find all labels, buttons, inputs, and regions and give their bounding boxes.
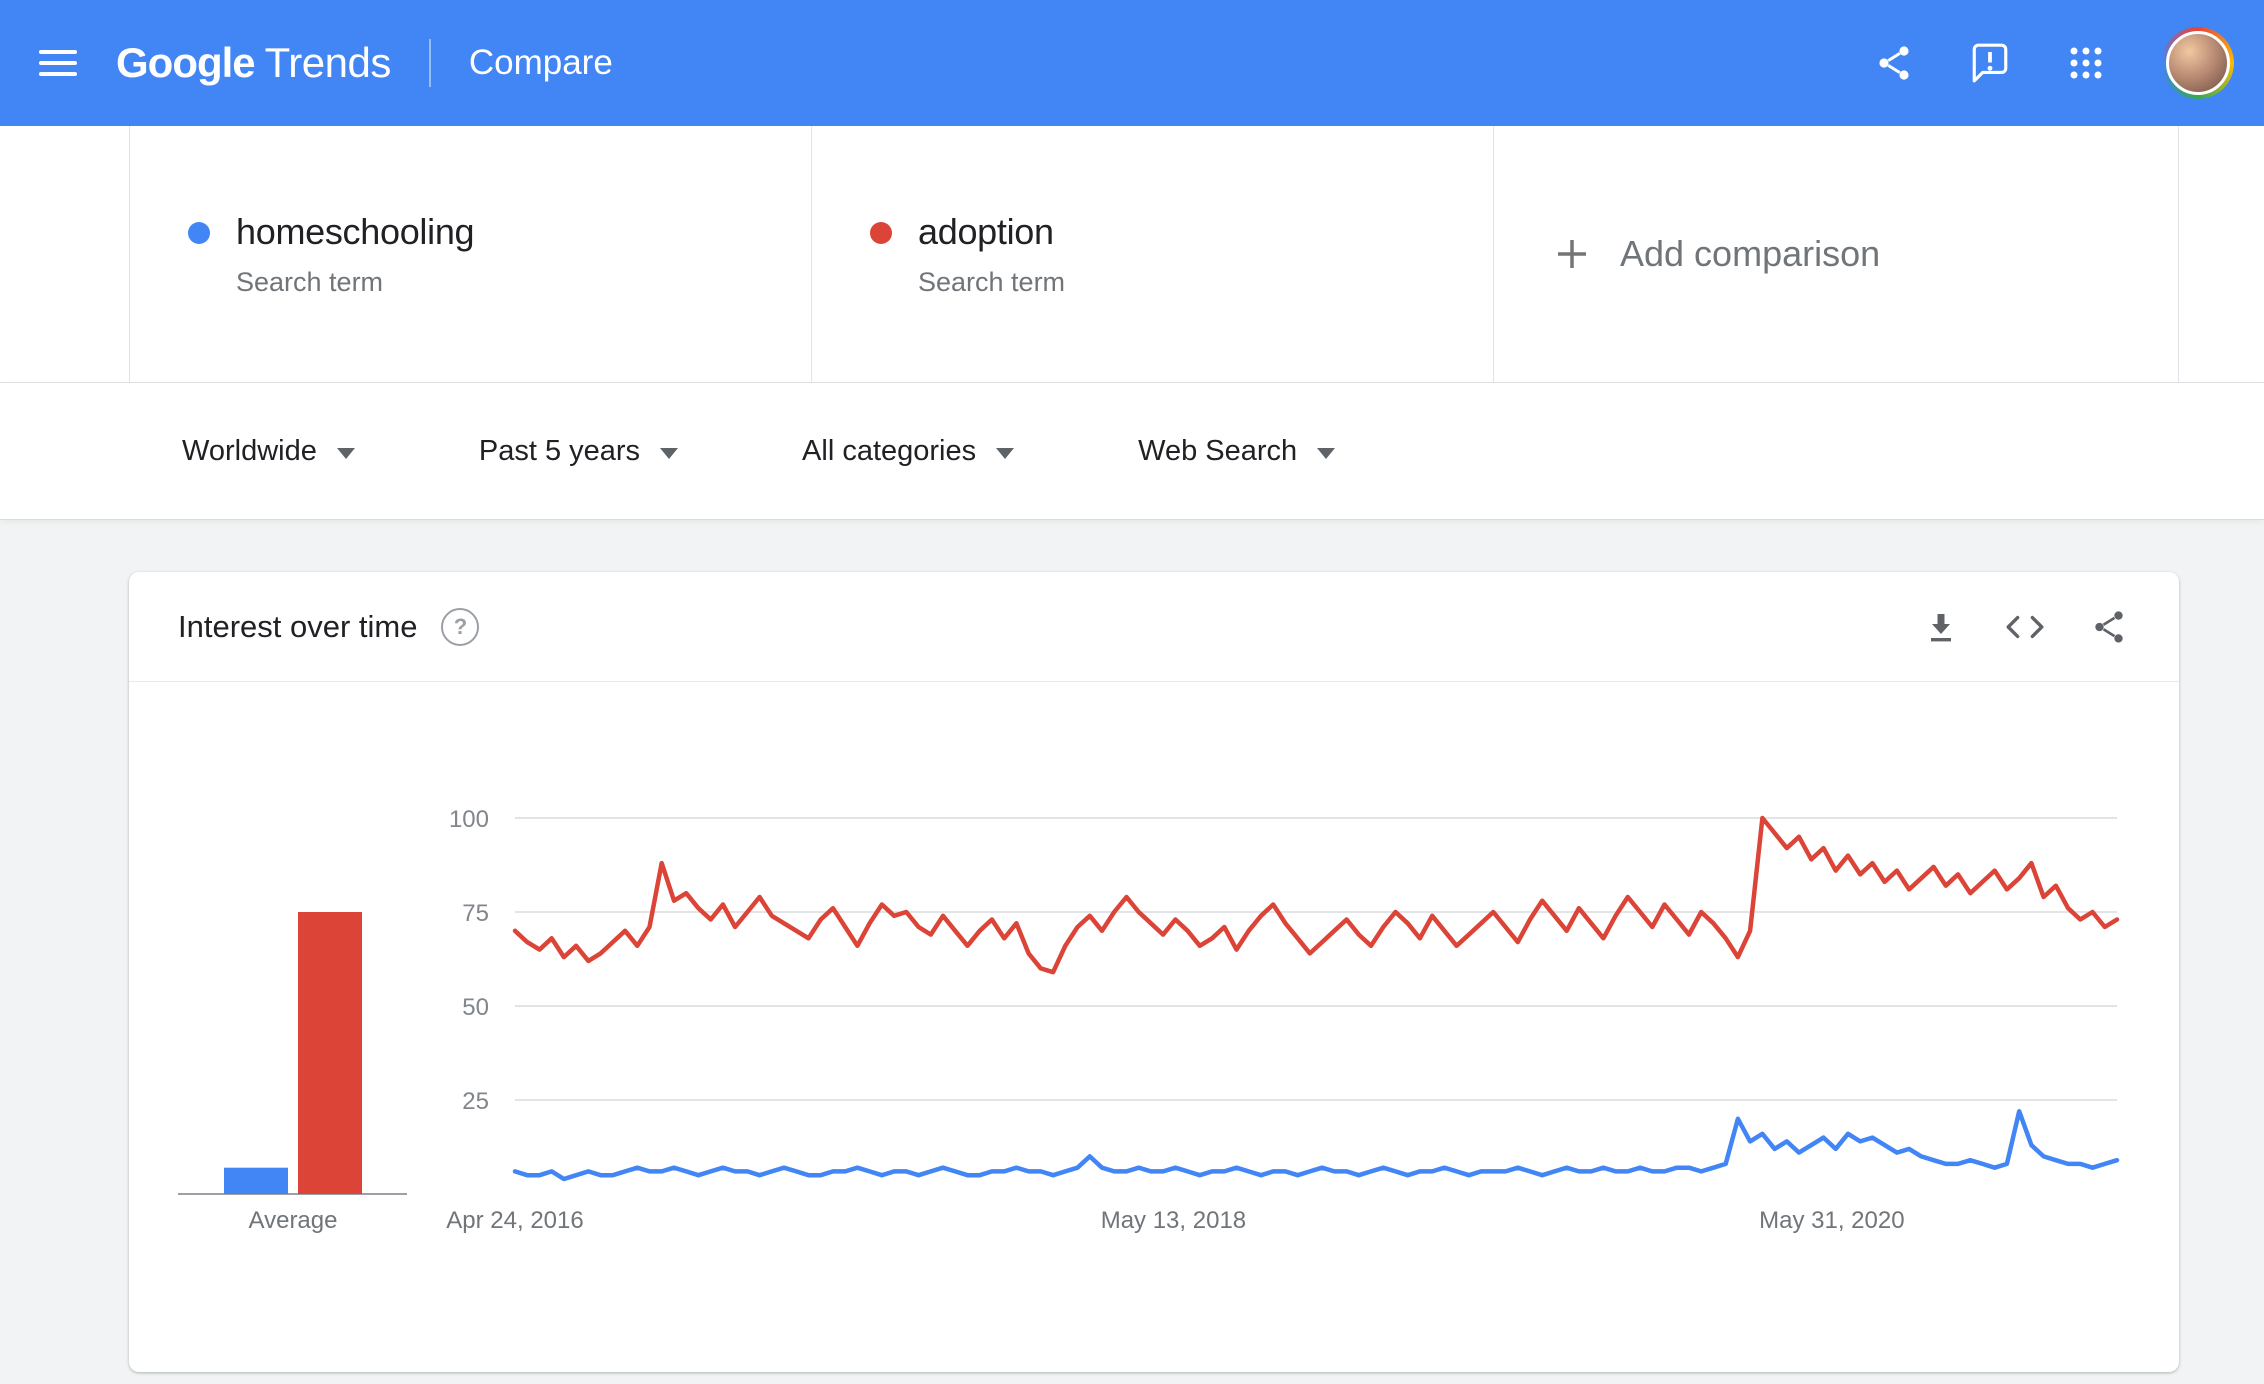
- plus-icon: [1558, 240, 1586, 268]
- chart-card-actions: [1913, 599, 2137, 655]
- menu-button[interactable]: [26, 31, 90, 95]
- apps-button[interactable]: [2052, 29, 2120, 97]
- share-icon: [1879, 46, 1909, 80]
- share-icon: [2095, 610, 2123, 643]
- download-icon: [1931, 613, 1951, 641]
- google-trends-logo[interactable]: Google Trends: [116, 39, 391, 87]
- embed-icon: [2006, 615, 2044, 638]
- download-button[interactable]: [1913, 599, 1969, 655]
- svg-text:25: 25: [462, 1088, 489, 1115]
- filter-search-type[interactable]: Web Search: [1138, 434, 1336, 468]
- chevron-down-icon: [336, 447, 355, 459]
- svg-text:Average: Average: [249, 1207, 338, 1234]
- svg-text:Apr 24, 2016: Apr 24, 2016: [446, 1207, 583, 1234]
- interest-over-time-chart[interactable]: 100 75 50 25 Apr 24, 2016 May 13, 2018 May 31,…: [129, 682, 2179, 1371]
- svg-text:May 31, 2020: May 31, 2020: [1759, 1207, 1904, 1234]
- app-header: Google Trends Compare: [0, 0, 2264, 126]
- share-chart-button[interactable]: [2081, 599, 2137, 655]
- svg-text:100: 100: [449, 806, 489, 833]
- chart-body: 100 75 50 25 Apr 24, 2016 May 13, 2018 May 31,…: [129, 682, 2179, 1371]
- chevron-down-icon: [1317, 447, 1336, 459]
- avatar-image: [2166, 31, 2230, 95]
- menu-icon: [39, 43, 77, 83]
- term-label: adoption: [918, 210, 1054, 252]
- page-title: Compare: [468, 43, 613, 82]
- term-card-adoption[interactable]: adoption Search term: [811, 126, 1493, 382]
- filter-time-range-label: Past 5 years: [478, 434, 641, 467]
- filter-search-type-label: Web Search: [1138, 434, 1298, 467]
- filter-category[interactable]: All categories: [802, 434, 1015, 468]
- term-type: Search term: [236, 266, 384, 297]
- add-comparison-label: Add comparison: [1620, 233, 1881, 274]
- share-button[interactable]: [1860, 29, 1928, 97]
- filters-bar: Worldwide Past 5 years All categories We…: [0, 383, 2264, 520]
- term-color-dot: [870, 221, 892, 244]
- feedback-icon: [1972, 43, 2008, 83]
- page-content: Interest over time ?: [0, 520, 2264, 1384]
- header-divider: [428, 39, 431, 87]
- filter-region-label: Worldwide: [182, 434, 317, 467]
- feedback-button[interactable]: [1956, 29, 2024, 97]
- card-title: Interest over time: [178, 608, 418, 644]
- embed-button[interactable]: [1997, 599, 2053, 655]
- interest-over-time-card: Interest over time ?: [129, 572, 2179, 1372]
- filter-category-label: All categories: [802, 434, 977, 467]
- svg-text:May 13, 2018: May 13, 2018: [1101, 1207, 1246, 1234]
- term-card-homeschooling[interactable]: homeschooling Search term: [129, 126, 811, 382]
- svg-text:75: 75: [462, 900, 489, 927]
- filter-time-range[interactable]: Past 5 years: [478, 434, 679, 468]
- chevron-down-icon: [660, 447, 679, 459]
- term-type: Search term: [918, 266, 1066, 297]
- chevron-down-icon: [996, 447, 1015, 459]
- comparison-terms-row: homeschooling Search term adoption Searc…: [0, 126, 2264, 383]
- logo-google-text: Google: [116, 39, 256, 86]
- header-actions: [1860, 27, 2234, 99]
- svg-text:50: 50: [462, 994, 489, 1021]
- apps-grid-icon: [2070, 47, 2102, 79]
- logo-trends-text: Trends: [264, 39, 392, 86]
- term-label: homeschooling: [236, 210, 475, 252]
- chart-card-header: Interest over time ?: [129, 572, 2179, 682]
- avatar[interactable]: [2162, 27, 2234, 99]
- help-icon[interactable]: ?: [441, 607, 480, 646]
- filter-region[interactable]: Worldwide: [182, 435, 355, 468]
- add-comparison-button[interactable]: Add comparison: [1493, 126, 2179, 382]
- term-color-dot: [188, 221, 210, 244]
